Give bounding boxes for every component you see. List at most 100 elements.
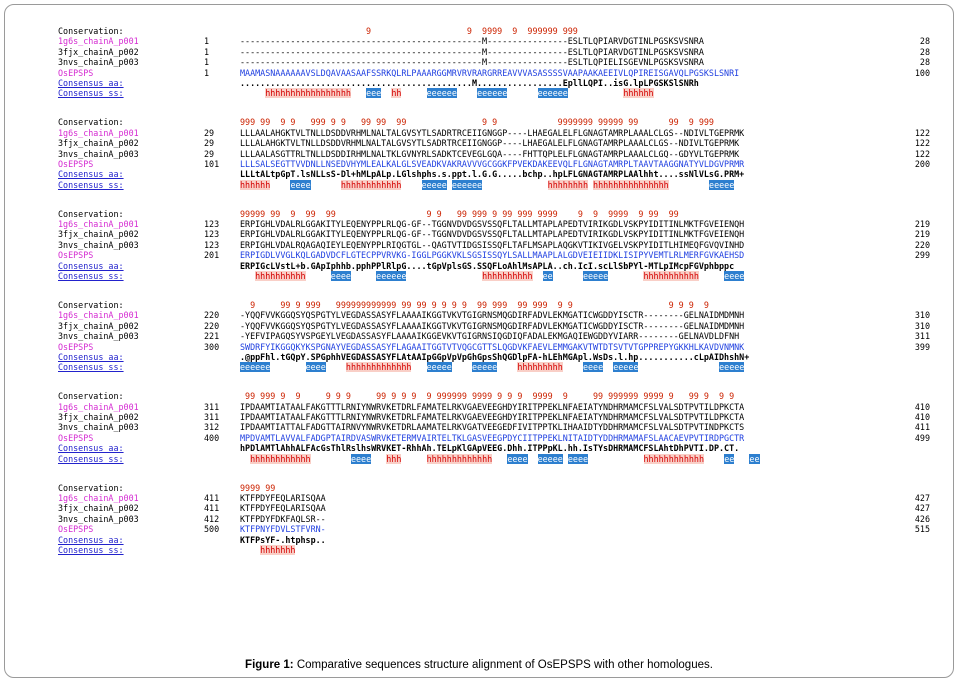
spacer [204,535,240,545]
conservation-values: 999 99 9 9 999 9 9 99 99 99 9 9 9999999 … [240,117,714,128]
consensus-ss-label: Consensus_ss: [58,544,124,555]
consensus-ss-values: hhhhhhhhhhhhhhhhh eee hh eeeeee eeeeee e… [265,88,654,99]
conservation-label: Conservation: [58,26,124,36]
sequence-row: OsEPSPS 300 SWDRFYIKGGQKYKSPGNAYVEGDASSASY… [58,342,930,352]
sequence-name: 1g6s_chainA_p001 [58,127,139,138]
sequence-residues: LLLSALSEGTTVVDNLLNSEDVHYMLEALKALGLSVEADK… [240,158,745,169]
sequence-start: 411 [204,493,220,504]
sequence-start: 311 [204,412,220,423]
figure-caption: Figure 1: Comparative sequences structur… [0,659,958,671]
spacer [204,88,240,98]
sequence-name: 3fjx_chainA_p002 [58,229,139,240]
sequence-start: 29 [204,148,215,159]
consensus-aa-values: KTFPsYF-.htphsp.. [240,534,326,545]
sequence-residues: ERPIGHLVDALRQAGAQIEYLEQENYPPLRIQGTGL--QA… [240,239,745,250]
sequence-name: OsEPSPS [58,67,94,78]
conservation-row: Conservation: 999 99 9 9 999 9 9 99 99 99… [58,117,930,127]
consensus-ss-values: hhhhhhh [260,544,296,555]
consensus-aa-values: LLLtALtpGpT.lsNLLsS-Dl+hMLpALp.LGlshphs.… [240,169,745,180]
consensus-aa-values: ........................................… [240,77,699,88]
sequence-residues: ----------------------------------------… [240,57,704,68]
sequence-row: 1g6s_chainA_p001 123 ERPIGHLVDALRLGGAKITYL… [58,219,930,229]
sequence-residues: KTFPDYFDKFAQLSR-- [240,513,326,524]
sequence-residues: MPDVAMTLAVVALFADGPTAIRDVASWRVKETERMVAIRT… [240,432,745,443]
sequence-end: 28 [919,36,930,47]
sequence-name: 3nvs_chainA_p003 [58,422,139,433]
sequence-start: 411 [204,503,220,514]
sequence-name: 1g6s_chainA_p001 [58,401,139,412]
sequence-residues: IPDAAMTIATAALFAKGTTTLRNIYNWRVKETDRLFAMAT… [240,412,745,423]
sequence-name: 1g6s_chainA_p001 [58,310,139,321]
conservation-row: Conservation: 99999 99 9 99 99 9 9 99 999… [58,209,930,219]
sequence-end: 427 [914,493,930,504]
sequence-residues: ----------------------------------------… [240,36,704,47]
spacer [204,443,240,453]
conservation-label: Conservation: [58,482,124,493]
sequence-start: 1 [204,67,210,78]
spacer [204,78,240,88]
sequence-residues: KTFPDYFEQLARISQAA [240,503,326,514]
consensus-aa-label: Consensus_aa: [58,443,124,454]
sequence-row: 3fjx_chainA_p002 29 LLLALAHGKTVLTNLLDSDDVR… [58,138,930,148]
sequence-start: 123 [204,219,220,230]
sequence-name: 3nvs_chainA_p003 [58,57,139,68]
consensus-aa-label: Consensus_aa: [58,351,124,362]
sequence-end: 410 [914,401,930,412]
sequence-row: 3nvs_chainA_p003 29 LLLAALASGTTRLTNLLDSDDI… [58,149,930,159]
consensus-ss-row: Consensus_ss: eeeeee eeee hhhhhhhhhhhhh e… [58,362,930,373]
sequence-start: 400 [204,432,220,443]
sequence-start: 29 [204,138,215,149]
alignment-block: Conservation: 99999 99 9 99 99 9 9 99 999… [58,209,930,282]
sequence-name: 1g6s_chainA_p001 [58,493,139,504]
sequence-row: 3nvs_chainA_p003 1 -----------------------… [58,57,930,67]
consensus-aa-values: ERPIGcLVstL+b.GApIphhb.pphPPlRlpG....tGp… [240,260,735,271]
consensus-ss-values: hhhhhh eeee hhhhhhhhhhhh eeeee eeeeee hh… [240,179,735,190]
sequence-residues: IPDAAMTIATAALFAKGTTTLRNIYNWRVKETDRLFAMAT… [240,401,745,412]
sequence-end: 220 [914,239,930,250]
sequence-start: 220 [204,310,220,321]
sequence-start: 312 [204,422,220,433]
sequence-end: 100 [914,67,930,78]
spacer [204,454,240,464]
alignment-block: Conservation: 99 999 9 9 9 9 9 99 9 9 9 … [58,391,930,464]
sequence-residues: -YQQFVVKGGQSYQSPGTYLVEGDASSASYFLAAAAIKGG… [240,310,745,321]
sequence-start: 220 [204,320,220,331]
consensus-aa-row: Consensus_aa: ERPIGcLVstL+b.GApIphhb.pphP… [58,261,930,271]
conservation-row: Conservation: 9999 99 [58,483,930,493]
spacer [204,362,240,372]
sequence-start: 101 [204,158,220,169]
sequence-row: 3nvs_chainA_p003 123 ERPIGHLVDALRQAGAQIEYL… [58,240,930,250]
consensus-ss-values: eeeeee eeee hhhhhhhhhhhhh eeeee eeeee hh… [240,362,745,373]
sequence-end: 311 [914,331,930,342]
sequence-residues: IPDAAMTIATTALFADGTTAIRNVYNWRVKETDRLAAMAT… [240,422,745,433]
consensus-aa-values: hPDlAMTlAhhALFAcGsThlRslhsWRVKET-RhhAh.T… [240,443,740,454]
consensus-ss-row: Consensus_ss: hhhhhh eeee hhhhhhhhhhhh ee… [58,179,930,190]
conservation-label: Conservation: [58,391,124,402]
conservation-label: Conservation: [58,208,124,219]
spacer [204,209,240,219]
sequence-start: 412 [204,513,220,524]
sequence-row: 3fjx_chainA_p002 123 ERPIGHLVDALRLGGAKITYL… [58,229,930,239]
consensus-aa-row: Consensus_aa: .@ppFhl.tGQpY.SPGphhVEGDASS… [58,352,930,362]
consensus-ss-values: hhhhhhhhhhhh eeee hhh hhhhhhhhhhhhh eeee… [250,453,760,464]
sequence-row: 1g6s_chainA_p001 411 KTFPDYFEQLARISQAA 427 [58,493,930,503]
conservation-row: Conservation: 9 99 9 999 999999999999 99… [58,300,930,310]
consensus-ss-label: Consensus_ss: [58,179,124,190]
sequence-end: 219 [914,229,930,240]
sequence-start: 221 [204,331,220,342]
consensus-aa-row: Consensus_aa: hPDlAMTlAhhALFAcGsThlRslhsW… [58,443,930,453]
alignment-block: Conservation: 9999 99 1g6s_chainA_p001 411 K… [58,483,930,556]
sequence-start: 123 [204,229,220,240]
alignment-block: Conservation: 999 99 9 9 999 9 9 99 99 99… [58,117,930,190]
conservation-row: Conservation: 9 9 9999 9 999999 999 [58,26,930,36]
sequence-end: 399 [914,341,930,352]
sequence-end: 426 [914,513,930,524]
sequence-name: OsEPSPS [58,341,94,352]
sequence-name: OsEPSPS [58,158,94,169]
consensus-ss-label: Consensus_ss: [58,271,124,281]
sequence-residues: ERPIGHLVDALRLGGAKITYLEQENYPPLRLQG-GF--TG… [240,229,745,240]
consensus-aa-row: Consensus_aa: LLLtALtpGpT.lsNLLsS-Dl+hMLp… [58,169,930,179]
sequence-end: 499 [914,432,930,443]
sequence-end: 427 [914,503,930,514]
sequence-name: 3fjx_chainA_p002 [58,46,139,57]
